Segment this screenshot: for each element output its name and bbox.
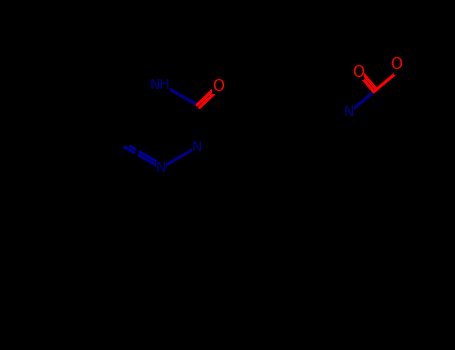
Text: O: O: [352, 65, 364, 80]
Text: N: N: [344, 105, 354, 119]
Text: N: N: [156, 161, 166, 175]
Text: N: N: [192, 140, 202, 154]
Text: NH: NH: [149, 78, 170, 92]
Text: O: O: [212, 79, 224, 94]
Text: O: O: [390, 57, 402, 72]
